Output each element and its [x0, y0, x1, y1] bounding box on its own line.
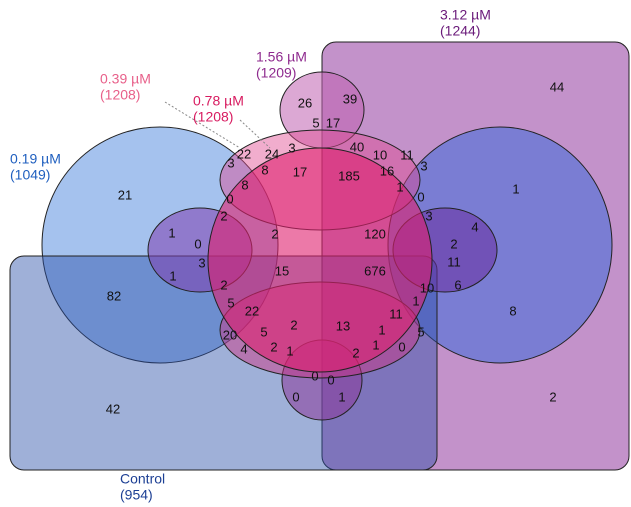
region-count: 11: [447, 254, 461, 269]
region-count: 15: [275, 263, 289, 278]
region-count: 1: [412, 293, 419, 308]
region-count: 3: [227, 155, 234, 170]
region-count: 21: [118, 187, 132, 202]
set-name: 3.12 µM: [440, 7, 491, 23]
region-count: 0: [417, 189, 424, 204]
set-name: 0.78 µM: [193, 93, 244, 109]
region-count: 3: [288, 140, 295, 155]
region-count: 8: [261, 162, 268, 177]
region-count: 1: [378, 322, 385, 337]
region-count: 5: [312, 115, 319, 130]
region-count: 2: [270, 339, 277, 354]
region-count: 185: [338, 168, 360, 183]
region-count: 1: [169, 268, 176, 283]
region-count: 0: [226, 191, 233, 206]
region-count: 676: [364, 263, 386, 278]
region-count: 0: [194, 236, 201, 251]
region-count: 8: [241, 177, 248, 192]
region-count: 13: [336, 318, 350, 333]
region-count: 82: [107, 288, 121, 303]
region-count: 6: [454, 277, 461, 292]
set-name: 0.39 µM: [100, 71, 151, 87]
region-count: 2: [220, 208, 227, 223]
set-name: 1.56 µM: [256, 49, 307, 65]
region-count: 1: [286, 343, 293, 358]
region-count: 17: [293, 164, 307, 179]
region-count: 3: [420, 158, 427, 173]
set-labels: 0.19 µM(1049)0.39 µM(1208) 0.78 µM(1208)1…: [10, 7, 491, 503]
set-shapes: [9, 41, 630, 471]
region-count: 11: [389, 306, 403, 321]
set-size: (954): [120, 487, 153, 503]
region-count: 11: [400, 147, 414, 162]
region-count: 2: [290, 317, 297, 332]
set-size: (1208): [100, 87, 140, 103]
region-count: 4: [240, 341, 247, 356]
region-count: 2: [450, 236, 457, 251]
region-count: 2: [352, 345, 359, 360]
pointer-line: [164, 101, 241, 149]
region-count: 5: [417, 324, 424, 339]
region-count: 1: [372, 337, 379, 352]
region-count: 0: [311, 368, 318, 383]
set-name: 0.19 µM: [10, 151, 61, 167]
set-size: (1208): [193, 109, 233, 125]
region-count: 3: [198, 255, 205, 270]
region-count: 4: [471, 219, 478, 234]
pointer-line: [239, 119, 271, 149]
region-count: 1: [512, 181, 519, 196]
region-count: 44: [550, 79, 564, 94]
region-count: 3: [425, 208, 432, 223]
set-size: (1209): [256, 65, 296, 81]
region-count: 2: [220, 277, 227, 292]
set-size: (1049): [10, 167, 50, 183]
region-count: 22: [237, 146, 251, 161]
region-count: 40: [350, 139, 364, 154]
set-name: Control: [120, 471, 165, 487]
region-count: 39: [343, 91, 357, 106]
region-count: 0: [327, 372, 334, 387]
region-count: 10: [373, 147, 387, 162]
region-count: 0: [398, 339, 405, 354]
set-size: (1244): [440, 23, 480, 39]
region-count: 22: [245, 303, 259, 318]
region-count: 5: [260, 324, 267, 339]
region-count: 10: [420, 280, 434, 295]
region-count: 120: [364, 226, 386, 241]
region-count: 0: [292, 389, 299, 404]
region-count: 2: [549, 389, 556, 404]
region-count: 1: [168, 225, 175, 240]
region-count: 5: [227, 295, 234, 310]
region-count: 16: [380, 163, 394, 178]
region-count: 2: [271, 226, 278, 241]
region-count: 1: [396, 179, 403, 194]
region-count: 1: [338, 389, 345, 404]
region-count: 8: [509, 303, 516, 318]
region-count: 24: [265, 146, 279, 161]
region-count: 20: [223, 327, 237, 342]
region-count: 26: [298, 95, 312, 110]
set-1-56: [207, 147, 433, 373]
region-count: 17: [326, 115, 340, 130]
region-count: 42: [106, 401, 120, 416]
